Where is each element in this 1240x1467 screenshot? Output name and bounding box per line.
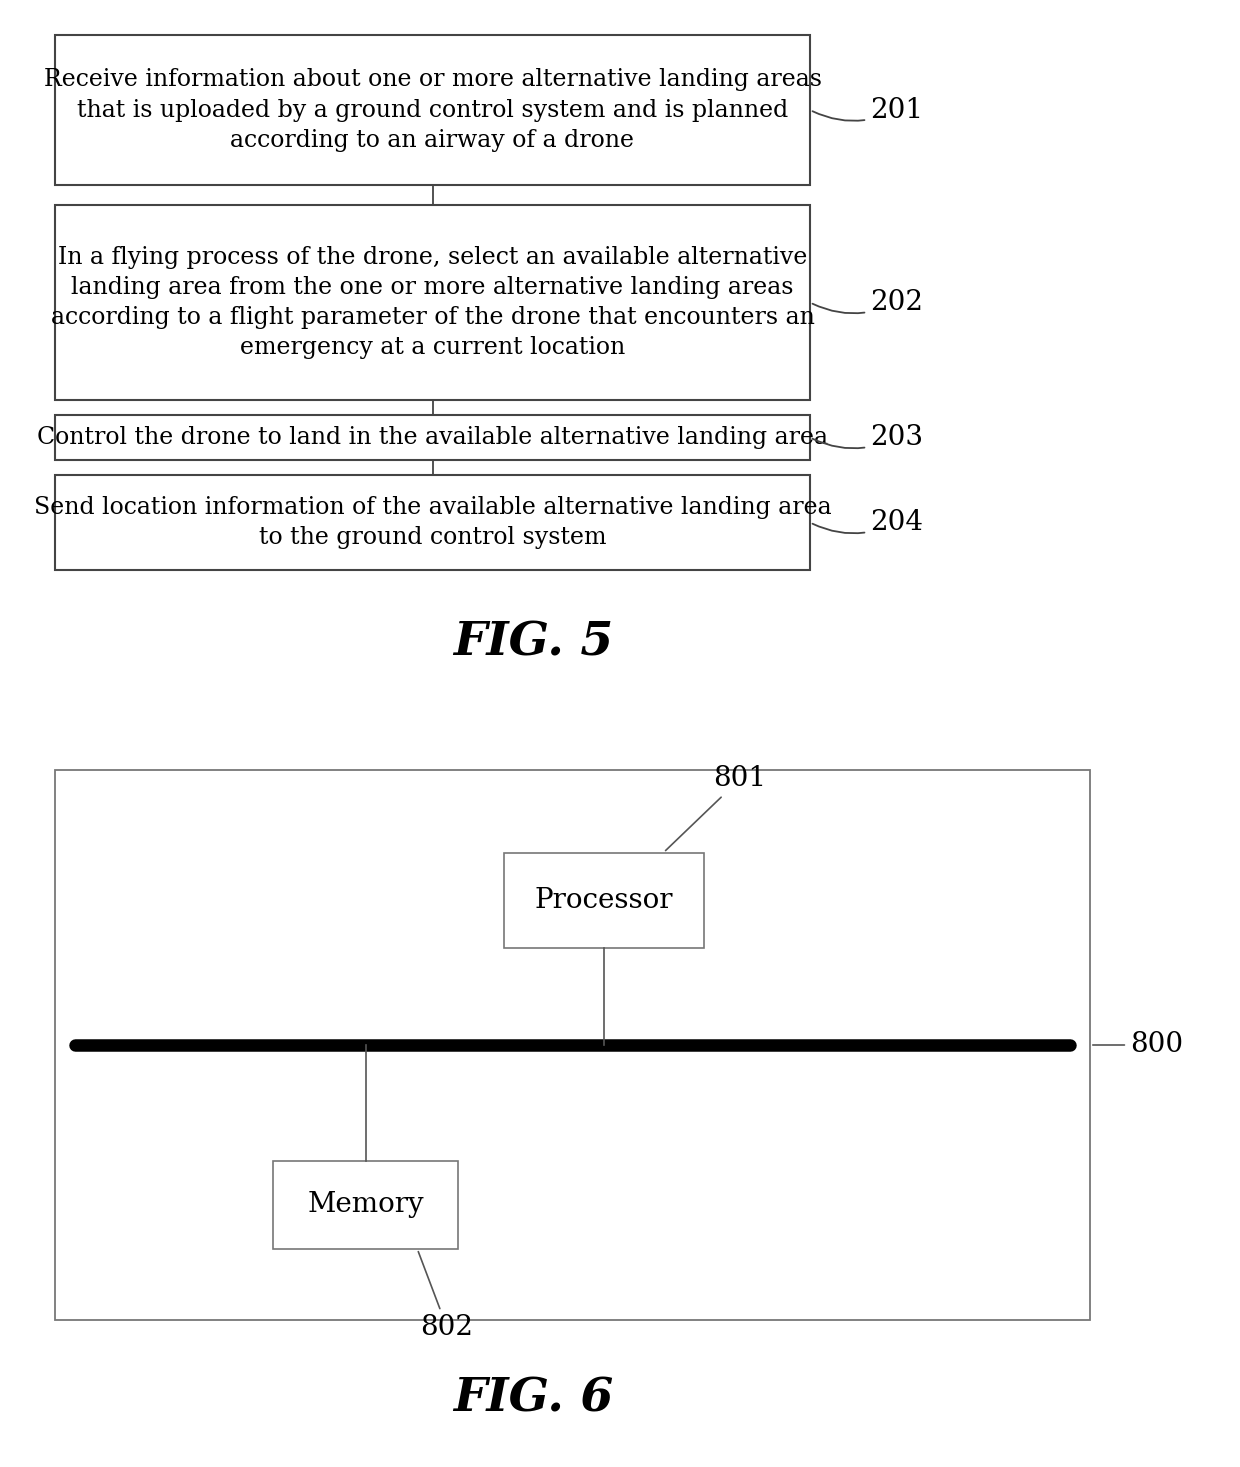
Bar bbox=[55, 35, 810, 185]
Text: FIG. 6: FIG. 6 bbox=[453, 1375, 614, 1422]
Text: 203: 203 bbox=[812, 424, 923, 450]
Bar bbox=[55, 770, 1090, 1320]
Text: 201: 201 bbox=[812, 97, 923, 123]
Text: In a flying process of the drone, select an available alternative
landing area f: In a flying process of the drone, select… bbox=[51, 245, 815, 359]
Text: Send location information of the available alternative landing area
to the groun: Send location information of the availab… bbox=[33, 496, 831, 549]
Text: Control the drone to land in the available alternative landing area: Control the drone to land in the availab… bbox=[37, 425, 828, 449]
Bar bbox=[503, 852, 703, 948]
Bar bbox=[55, 205, 810, 400]
Text: Memory: Memory bbox=[308, 1191, 424, 1219]
Text: 800: 800 bbox=[1092, 1031, 1183, 1059]
Text: 202: 202 bbox=[812, 289, 923, 315]
Bar bbox=[273, 1160, 458, 1248]
Text: Receive information about one or more alternative landing areas
that is uploaded: Receive information about one or more al… bbox=[43, 69, 821, 151]
Text: Processor: Processor bbox=[534, 886, 673, 914]
Text: 802: 802 bbox=[418, 1251, 474, 1341]
Text: 801: 801 bbox=[666, 766, 766, 851]
Text: FIG. 5: FIG. 5 bbox=[453, 621, 614, 666]
Bar bbox=[55, 415, 810, 461]
Bar bbox=[55, 475, 810, 571]
Text: 204: 204 bbox=[812, 509, 923, 535]
